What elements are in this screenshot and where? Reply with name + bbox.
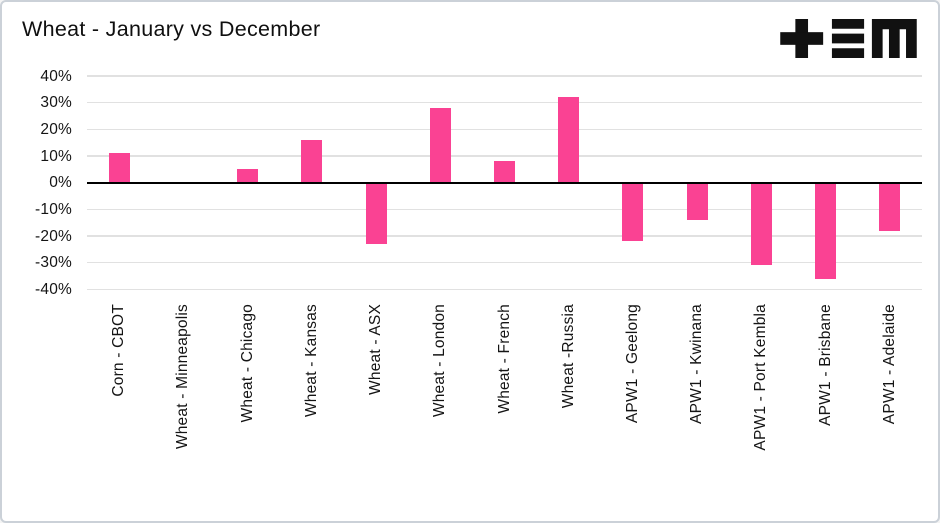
gridline bbox=[87, 288, 922, 291]
y-axis-tick-label: -10% bbox=[35, 200, 72, 218]
bar-wheat-chicago bbox=[237, 169, 259, 183]
zero-axis-line bbox=[87, 181, 922, 184]
gridline bbox=[87, 101, 922, 104]
x-axis-category-label: Wheat - ASX bbox=[367, 304, 385, 395]
bar-wheat-french bbox=[494, 161, 515, 183]
tem-logo-icon bbox=[780, 19, 917, 58]
y-axis-tick-label: -30% bbox=[35, 254, 72, 272]
x-axis-category-label: Wheat - London bbox=[431, 304, 449, 418]
bar-corn-cbot bbox=[108, 153, 130, 183]
x-axis-category-label: APW1 - Adelaide bbox=[880, 304, 898, 425]
bar-wheat-kansas bbox=[301, 140, 323, 183]
gridline bbox=[87, 261, 922, 264]
y-axis-tick-label: 0% bbox=[49, 174, 72, 192]
gridline bbox=[87, 128, 922, 131]
x-axis-category-label: APW1 - Kwinana bbox=[688, 304, 706, 424]
gridline bbox=[87, 208, 922, 211]
bar-wheat-london bbox=[429, 108, 451, 183]
bar-wheat-russia bbox=[558, 97, 580, 183]
gridline bbox=[87, 235, 922, 237]
gridline bbox=[87, 155, 922, 157]
y-axis-tick-label: 40% bbox=[40, 67, 72, 85]
x-axis-category-label: Wheat -Russia bbox=[559, 304, 577, 409]
bar-wheat-asx bbox=[365, 182, 387, 245]
chart-title: Wheat - January vs December bbox=[22, 17, 321, 41]
bar-apw1-brisbane bbox=[815, 182, 837, 279]
x-axis-category-label: Wheat - Chicago bbox=[238, 304, 256, 423]
gridline bbox=[87, 75, 922, 77]
y-axis-tick-label: 20% bbox=[40, 120, 72, 138]
y-axis-tick-label: -20% bbox=[35, 227, 72, 245]
x-axis-category-label: APW1 - Port Kembla bbox=[752, 304, 770, 451]
x-axis-category-label: Wheat - Kansas bbox=[302, 304, 320, 418]
x-axis-category-label: APW1 - Brisbane bbox=[816, 304, 834, 426]
x-axis-category-label: Corn - CBOT bbox=[110, 304, 128, 397]
bar-apw1-geelong bbox=[622, 182, 644, 242]
y-axis-tick-label: 10% bbox=[40, 147, 72, 165]
x-axis-category-label: Wheat - French bbox=[495, 304, 513, 414]
x-axis-category-label: APW1 - Geelong bbox=[623, 304, 641, 424]
y-axis-tick-label: -40% bbox=[35, 280, 72, 298]
bar-apw1-kwinana bbox=[686, 182, 708, 221]
x-axis-category-label: Wheat - Minneapolis bbox=[174, 304, 192, 450]
bar-apw1-adelaide bbox=[879, 182, 901, 231]
bar-apw1-port-kembla bbox=[750, 182, 772, 266]
y-axis-tick-label: 30% bbox=[40, 94, 72, 112]
